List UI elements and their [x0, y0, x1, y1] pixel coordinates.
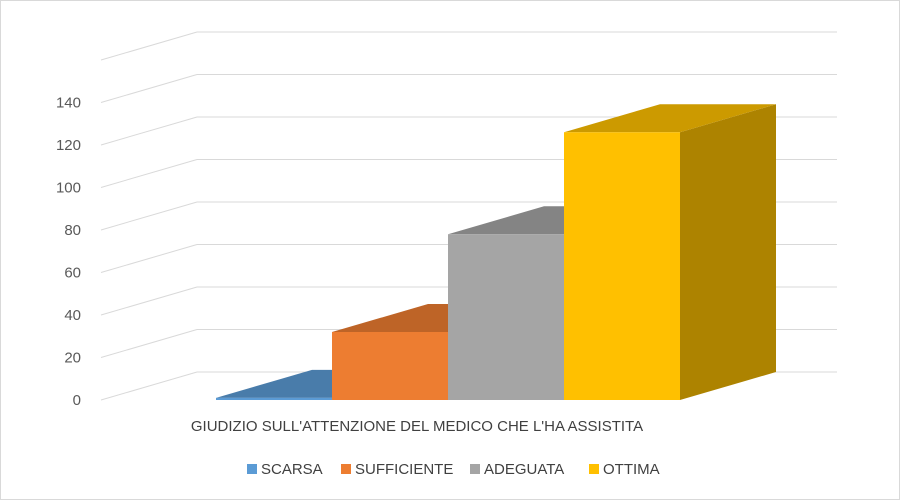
bar-front: [332, 332, 448, 400]
legend-item-ottima: OTTIMA: [589, 461, 660, 478]
bar-side: [680, 104, 776, 400]
y-tick-label-7: 140: [56, 95, 81, 112]
gridline-depth-6: [100, 116, 198, 146]
y-tick-label-0: 0: [73, 392, 81, 409]
y-tick-label-5: 100: [56, 180, 81, 197]
legend-swatch: [247, 464, 257, 474]
legend-label: OTTIMA: [603, 461, 660, 478]
y-tick-label-2: 40: [64, 307, 81, 324]
legend-item-scarsa: SCARSA: [247, 461, 323, 478]
gridline-depth-4: [100, 201, 198, 231]
bar-top: [564, 104, 776, 133]
gridline-depth-2: [100, 286, 198, 316]
gridline-depth-top: [100, 31, 198, 61]
bar-front: [564, 132, 680, 400]
gridline-depth-7: [100, 74, 198, 103]
legend-item-sufficiente: SUFFICIENTE: [341, 461, 453, 478]
y-tick-label-6: 120: [56, 137, 81, 154]
y-tick-label-4: 80: [64, 222, 81, 239]
gridline-depth-5: [100, 159, 198, 188]
legend-swatch: [341, 464, 351, 474]
legend-swatch: [470, 464, 480, 474]
gridline-depth-1: [100, 329, 198, 358]
legend-item-adeguata: ADEGUATA: [470, 461, 564, 478]
legend-label: SUFFICIENTE: [355, 461, 453, 478]
y-axis-ticks: 0 20 40 60 80 100 120 140: [56, 95, 81, 410]
y-tick-label-1: 20: [64, 350, 81, 367]
bar-ottima: [564, 104, 776, 400]
y-tick-label-3: 60: [64, 265, 81, 282]
bar-front: [216, 397, 332, 400]
legend-label: ADEGUATA: [484, 461, 564, 478]
bars: [216, 104, 776, 400]
legend-label: SCARSA: [261, 461, 323, 478]
gridline-depth-3: [100, 244, 198, 273]
legend-swatch: [589, 464, 599, 474]
gridline-depth-0: [100, 371, 198, 401]
legend: SCARSA SUFFICIENTE ADEGUATA OTTIMA: [247, 461, 660, 478]
bar-front: [448, 234, 564, 400]
category-label: GIUDIZIO SULL'ATTENZIONE DEL MEDICO CHE …: [191, 418, 643, 435]
